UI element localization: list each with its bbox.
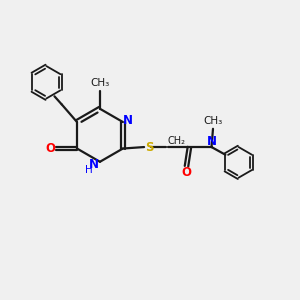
Text: CH₃: CH₃ [203, 116, 223, 126]
Text: H: H [85, 165, 93, 175]
Text: N: N [123, 114, 133, 127]
Text: N: N [206, 135, 217, 148]
Text: N: N [88, 158, 98, 171]
Text: CH₂: CH₂ [167, 136, 185, 146]
Text: S: S [145, 141, 154, 154]
Text: CH₃: CH₃ [90, 78, 110, 88]
Text: O: O [45, 142, 55, 155]
Text: O: O [181, 166, 191, 178]
